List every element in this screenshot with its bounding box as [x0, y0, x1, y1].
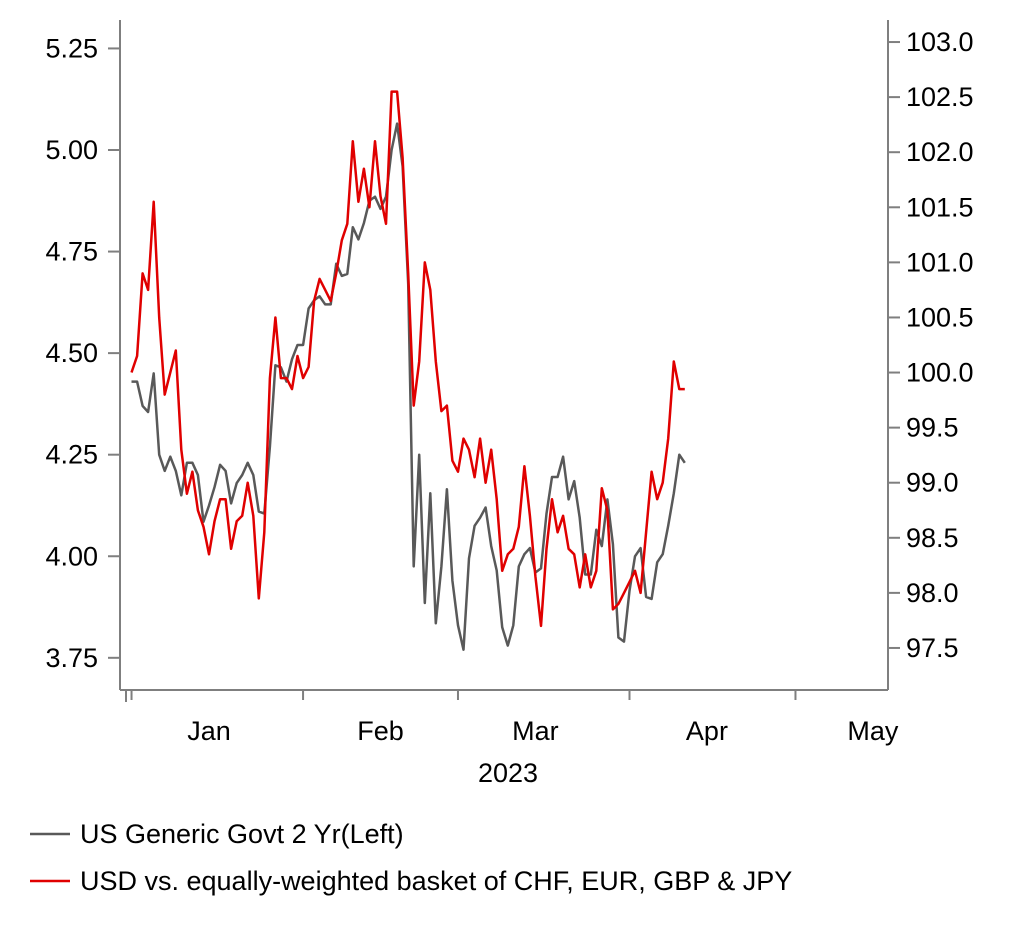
left-y-tick-label: 4.25: [45, 440, 98, 470]
left-y-ticks: 3.75 4.00 4.25 4.50 4.75 5.00 5.25: [45, 33, 120, 673]
x-tick-label: Mar: [512, 716, 559, 746]
right-y-tick-label: 99.0: [906, 468, 959, 498]
left-y-tick-label: 5.25: [45, 33, 98, 63]
series-line-us-2yr: [131, 122, 686, 651]
left-y-tick-label: 3.75: [45, 643, 98, 673]
right-y-ticks: 97.5 98.0 98.5 99.0 99.5 100.0 100.5 101.0 101.5…: [888, 27, 974, 663]
right-y-tick-label: 102.0: [906, 137, 974, 167]
right-y-tick-label: 101.5: [906, 192, 974, 222]
left-y-tick-label: 4.50: [45, 338, 98, 368]
x-ticks: Jan Feb Mar Apr May: [125, 690, 899, 746]
right-y-tick-label: 99.5: [906, 413, 959, 443]
right-y-tick-label: 100.0: [906, 358, 974, 388]
left-y-tick-label: 4.00: [45, 541, 98, 571]
right-y-tick-label: 98.0: [906, 578, 959, 608]
left-y-tick-label: 5.00: [45, 135, 98, 165]
right-y-tick-label: 102.5: [906, 82, 974, 112]
left-y-tick-label: 4.75: [45, 237, 98, 267]
legend: US Generic Govt 2 Yr(Left) USD vs. equall…: [30, 819, 792, 896]
axes: [119, 20, 889, 691]
x-tick-label: Apr: [686, 716, 728, 746]
legend-label: USD vs. equally-weighted basket of CHF, …: [80, 866, 792, 896]
right-y-tick-label: 101.0: [906, 247, 974, 277]
series-line-usd-basket: [130, 90, 685, 628]
series-lines: [130, 90, 686, 651]
right-y-tick-label: 103.0: [906, 27, 974, 57]
x-tick-label: Feb: [357, 716, 404, 746]
legend-label: US Generic Govt 2 Yr(Left): [80, 819, 404, 849]
x-tick-label: May: [847, 716, 899, 746]
x-axis-title: 2023: [478, 758, 538, 788]
right-y-tick-label: 100.5: [906, 302, 974, 332]
right-y-tick-label: 97.5: [906, 633, 959, 663]
right-y-tick-label: 98.5: [906, 523, 959, 553]
x-tick-label: Jan: [187, 716, 231, 746]
